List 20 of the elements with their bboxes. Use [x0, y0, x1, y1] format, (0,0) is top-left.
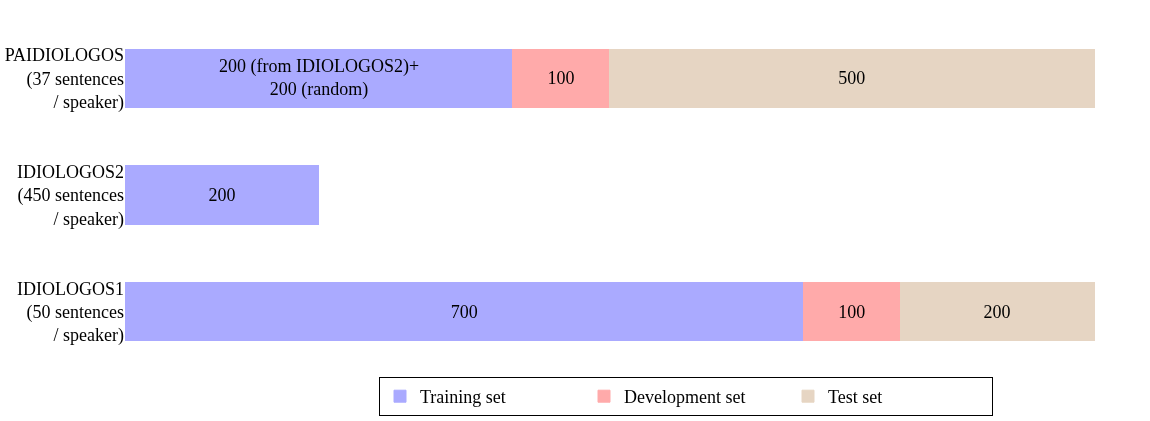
bar — [609, 48, 1095, 108]
legend-label: Development set — [624, 387, 746, 408]
bar — [512, 48, 610, 108]
bar — [125, 48, 514, 108]
y-tick-label: IDIOLOGOS2 (450 sentences / speaker) — [17, 161, 124, 230]
legend-label: Training set — [420, 387, 506, 408]
data-label: 100 — [838, 301, 866, 322]
legend-label: Test set — [828, 387, 883, 408]
annotation: 200 (from IDIOLOGOS2)+ 200 (random) — [219, 56, 420, 101]
data-label: 200 — [983, 301, 1011, 322]
bar — [125, 165, 320, 225]
data-label: 200 — [208, 185, 236, 205]
bar — [125, 282, 804, 342]
bar — [802, 282, 901, 342]
bar — [899, 282, 1095, 342]
data-label: 500 — [838, 68, 866, 89]
y-tick-label: PAIDIOLOGOS (37 sentences / speaker) — [4, 45, 124, 114]
data-label: 100 — [547, 68, 575, 89]
data-label: 700 — [450, 301, 478, 322]
y-tick-label: IDIOLOGOS1 (50 sentences / speaker) — [17, 278, 124, 347]
